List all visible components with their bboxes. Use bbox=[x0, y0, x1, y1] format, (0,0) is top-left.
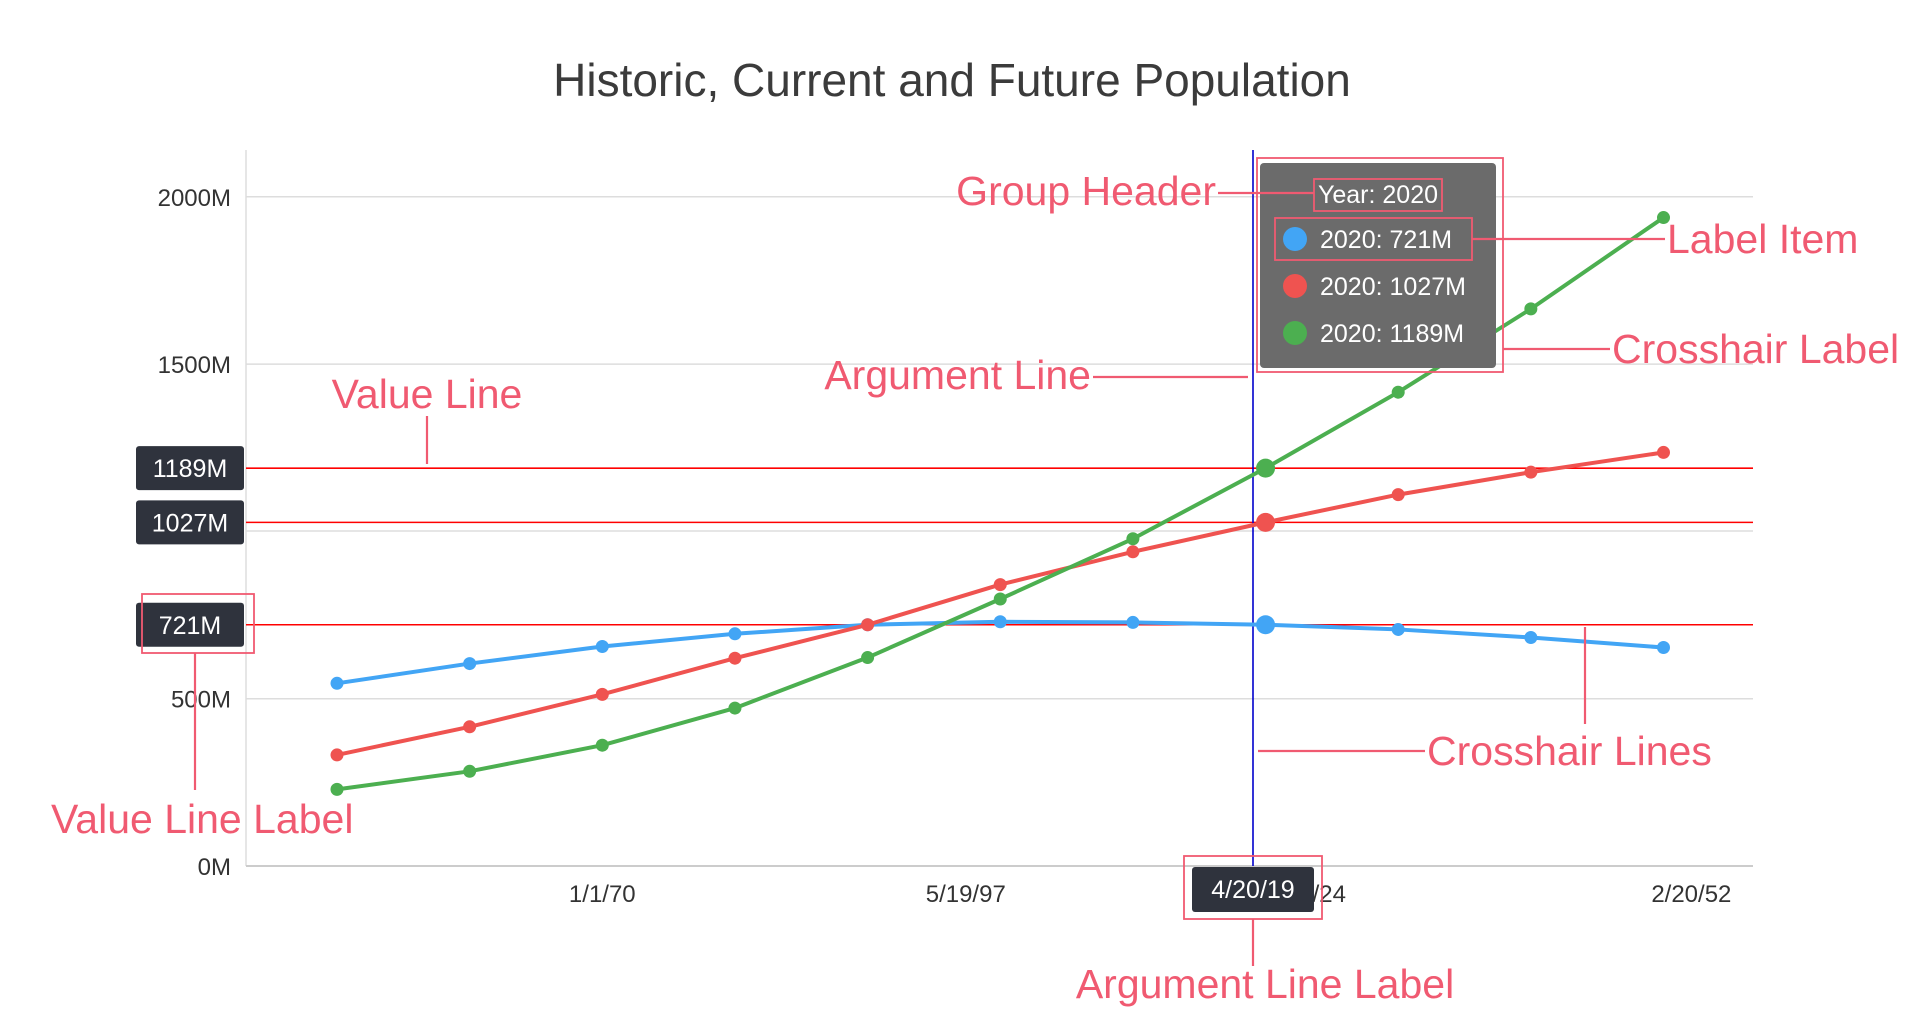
annotation-value-line-label: Value Line Label bbox=[51, 796, 353, 842]
grid bbox=[245, 150, 1753, 867]
data-point bbox=[1657, 445, 1670, 459]
annotation-box-value-line-label bbox=[141, 593, 255, 654]
data-point bbox=[595, 640, 609, 654]
data-point bbox=[463, 764, 477, 778]
y-tick-label: 0M bbox=[198, 854, 231, 881]
y-tick-label: 1500M bbox=[158, 352, 231, 379]
annotation-argument-line: Argument Line bbox=[824, 352, 1091, 398]
data-point bbox=[1391, 385, 1405, 399]
data-point bbox=[1391, 622, 1405, 636]
x-tick-label: 5/19/97 bbox=[926, 881, 1006, 908]
annotation-crosshair-lines: Crosshair Lines bbox=[1427, 728, 1712, 774]
data-point bbox=[463, 720, 477, 734]
tooltip-label-item: 2020: 721M bbox=[1320, 226, 1452, 254]
data-point bbox=[1126, 532, 1140, 546]
data-point bbox=[993, 592, 1007, 606]
argument-line-label-bg bbox=[1192, 867, 1314, 912]
y-tick-label: 2000M bbox=[158, 185, 231, 212]
crosshair-tooltip: Year: 2020 2020: 721M 2020: 1027M 2020: 118… bbox=[1260, 163, 1496, 368]
y-axis-ticks: 0M 500M 1500M 2000M bbox=[158, 185, 231, 881]
tooltip-marker bbox=[1283, 321, 1307, 345]
series-line-1 bbox=[336, 619, 1664, 686]
annotation-box-crosshair-label bbox=[1256, 157, 1504, 373]
annotation-crosshair-label: Crosshair Label bbox=[1612, 326, 1899, 372]
value-line-label: 1189M bbox=[153, 455, 228, 483]
tooltip-marker bbox=[1283, 227, 1307, 251]
annotation-value-line: Value Line bbox=[332, 371, 523, 417]
data-point bbox=[993, 615, 1007, 629]
tooltip-group-header: Year: 2020 bbox=[1318, 181, 1438, 209]
data-point bbox=[728, 701, 742, 715]
x-axis-ticks: 1/1/70 5/19/97 4/24 2/20/52 bbox=[569, 881, 1731, 908]
data-point bbox=[1391, 488, 1405, 502]
value-line-label-bg bbox=[136, 500, 244, 545]
x-tick-label: 2/20/52 bbox=[1651, 881, 1731, 908]
value-line-label: 1027M bbox=[152, 509, 228, 537]
data-point bbox=[1126, 545, 1140, 559]
data-point bbox=[861, 651, 875, 665]
tooltip-label-item: 2020: 1189M bbox=[1320, 320, 1464, 348]
data-point bbox=[993, 578, 1007, 592]
crosshair-badges: 1189M 1027M 721M 4/20/19 bbox=[136, 446, 1314, 912]
data-point bbox=[728, 651, 742, 665]
data-point bbox=[728, 627, 742, 641]
x-tick-label: 1/1/70 bbox=[569, 881, 636, 908]
data-point bbox=[1126, 615, 1140, 629]
data-point bbox=[330, 782, 344, 796]
annotation-box-group-header bbox=[1313, 178, 1443, 212]
data-point bbox=[1256, 512, 1276, 532]
data-point bbox=[330, 676, 344, 690]
data-point bbox=[595, 687, 609, 701]
value-line-label-bg bbox=[136, 602, 244, 647]
data-point bbox=[861, 618, 875, 632]
data-point bbox=[595, 738, 609, 752]
data-point bbox=[1657, 641, 1670, 655]
annotation-argument-line-label: Argument Line Label bbox=[1076, 961, 1454, 1007]
value-line-label-bg bbox=[136, 446, 244, 491]
annotation-label-item: Label Item bbox=[1667, 216, 1858, 262]
data-point bbox=[1256, 458, 1276, 478]
value-line-label: 721M bbox=[159, 612, 222, 640]
data-point bbox=[1524, 465, 1538, 479]
data-point bbox=[463, 657, 477, 671]
data-point bbox=[1657, 211, 1670, 225]
annotation-group-header: Group Header bbox=[956, 168, 1216, 214]
data-point bbox=[330, 748, 344, 762]
tooltip-panel bbox=[1260, 163, 1496, 368]
chart-title: Historic, Current and Future Population bbox=[553, 54, 1351, 106]
argument-line-label: 4/20/19 bbox=[1211, 876, 1294, 904]
data-point bbox=[1524, 630, 1538, 644]
data-point bbox=[1524, 302, 1538, 316]
tooltip-marker bbox=[1283, 274, 1307, 298]
y-tick-label: 500M bbox=[171, 687, 231, 714]
annotations: Group Header Label Item Crosshair Label Arg… bbox=[51, 157, 1899, 1007]
data-point bbox=[1256, 615, 1276, 635]
tooltip-label-item: 2020: 1027M bbox=[1320, 273, 1466, 301]
